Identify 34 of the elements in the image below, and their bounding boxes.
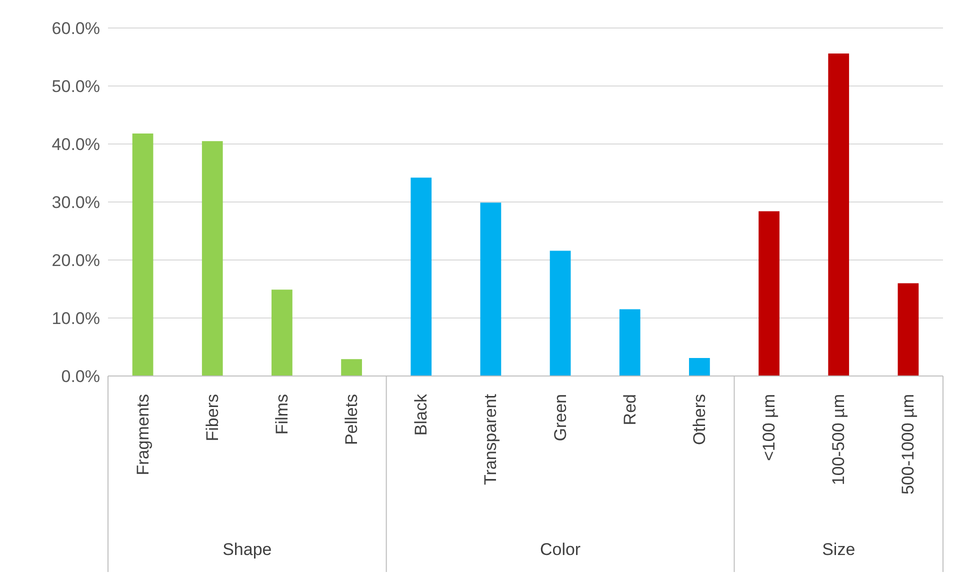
- bar: [898, 283, 919, 376]
- bar: [132, 134, 154, 376]
- bar: [202, 141, 223, 376]
- x-tick-label: Fragments: [133, 394, 152, 476]
- x-tick-label: <100 µm: [760, 394, 779, 461]
- text: Shape: [222, 540, 273, 560]
- x-tick-label: Green: [550, 394, 570, 442]
- y-tick-label: 60.0%: [52, 19, 100, 38]
- bar: [480, 202, 502, 376]
- y-tick-label: 10.0%: [52, 309, 100, 328]
- x-tick-label: 500-1000 µm: [898, 394, 918, 495]
- x-tick-label: Black: [412, 394, 431, 436]
- x-tick-label: 100-500 µm: [829, 394, 848, 486]
- text: Size: [821, 540, 856, 560]
- x-tick-label: Films: [272, 394, 292, 435]
- x-tick-label: Red: [620, 394, 640, 426]
- x-tick-label: Transparent: [481, 394, 500, 486]
- x-tick-label: Others: [690, 394, 709, 446]
- bar: [758, 211, 780, 376]
- bar: [828, 54, 850, 376]
- text: Color: [538, 540, 582, 560]
- bar: [410, 178, 432, 376]
- y-tick-label: 30.0%: [52, 193, 100, 212]
- y-tick-label: 50.0%: [52, 77, 100, 96]
- y-tick-label: 20.0%: [52, 251, 100, 270]
- bar: [619, 309, 640, 376]
- bar: [689, 358, 710, 376]
- x-tick-label: Pellets: [342, 394, 362, 446]
- y-tick-label: 40.0%: [52, 135, 100, 154]
- bar: [550, 250, 571, 376]
- bar: [341, 359, 362, 376]
- bar: [272, 290, 292, 376]
- x-tick-label: Fibers: [202, 394, 222, 442]
- y-tick-label: 0.0%: [61, 367, 100, 386]
